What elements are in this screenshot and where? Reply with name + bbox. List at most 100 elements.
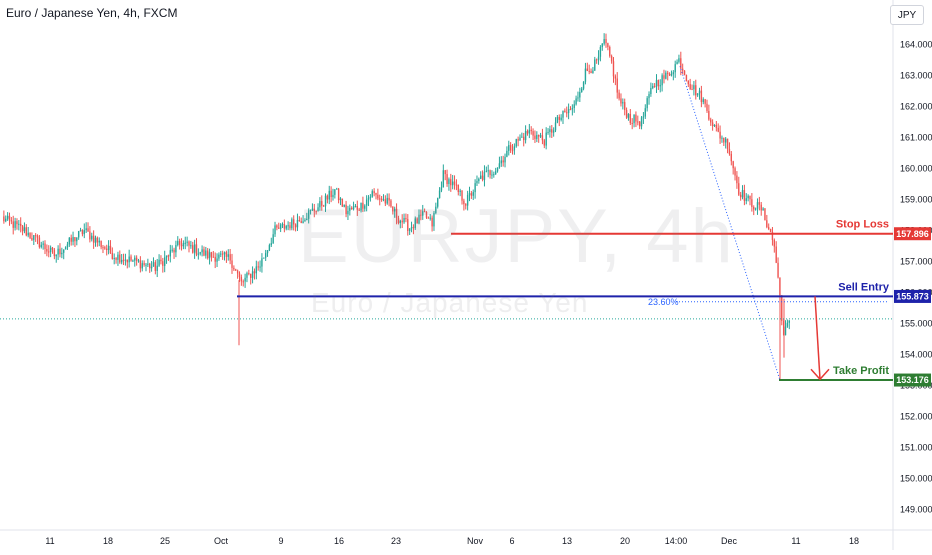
candle-body bbox=[152, 262, 155, 267]
candle-body bbox=[766, 220, 768, 228]
candle-body bbox=[605, 38, 607, 44]
candle-body bbox=[268, 245, 271, 251]
candle bbox=[726, 138, 729, 154]
candle bbox=[674, 60, 676, 78]
candle bbox=[766, 214, 768, 229]
candle bbox=[483, 165, 486, 187]
candle-body bbox=[461, 190, 463, 201]
candle-body bbox=[579, 92, 581, 98]
candle bbox=[509, 142, 512, 153]
candle-body bbox=[494, 171, 497, 175]
candle-body bbox=[72, 237, 74, 242]
candle-body bbox=[126, 259, 128, 263]
candle bbox=[685, 74, 688, 82]
candle bbox=[113, 253, 115, 265]
candle-body bbox=[250, 273, 252, 278]
candle-body bbox=[463, 200, 465, 205]
candle bbox=[640, 116, 643, 130]
candle-body bbox=[534, 135, 536, 139]
candle bbox=[291, 217, 293, 231]
candle-body bbox=[708, 110, 710, 120]
candle bbox=[109, 240, 112, 254]
candle-body bbox=[31, 238, 33, 240]
candle-body bbox=[433, 212, 435, 227]
candle-body bbox=[238, 273, 241, 278]
candle bbox=[581, 86, 583, 93]
candle bbox=[220, 250, 222, 258]
candle-body bbox=[70, 237, 72, 242]
candle-body bbox=[134, 257, 136, 261]
time-tick-label: 11 bbox=[45, 536, 54, 546]
candle bbox=[347, 205, 349, 221]
candle-body bbox=[309, 209, 312, 211]
candle-body bbox=[784, 326, 787, 336]
candle-body bbox=[577, 97, 579, 99]
candle-body bbox=[504, 156, 506, 163]
candle bbox=[386, 193, 388, 205]
candle bbox=[53, 247, 56, 260]
price-tick-label: 151.000 bbox=[900, 443, 932, 453]
candle-body bbox=[205, 250, 207, 256]
candle-body bbox=[122, 259, 125, 261]
candle bbox=[569, 106, 572, 111]
candle bbox=[523, 132, 525, 147]
price-axis[interactable]: 149.000150.000151.000152.000153.000154.0… bbox=[900, 40, 932, 515]
candle bbox=[85, 222, 87, 233]
candle-body bbox=[29, 232, 31, 239]
candle bbox=[773, 238, 776, 253]
candle-body bbox=[298, 220, 301, 222]
candle bbox=[610, 54, 613, 64]
candle bbox=[704, 98, 706, 108]
candle bbox=[72, 231, 74, 246]
candle bbox=[332, 188, 334, 201]
currency-button[interactable]: JPY bbox=[890, 5, 924, 25]
candle bbox=[528, 123, 531, 139]
candle bbox=[437, 197, 439, 209]
candle-body bbox=[667, 72, 669, 74]
badge-bg bbox=[894, 289, 931, 303]
candle-body bbox=[8, 215, 11, 221]
candle bbox=[175, 240, 177, 258]
candle-body bbox=[313, 208, 315, 212]
candle bbox=[87, 222, 89, 232]
candle-body bbox=[476, 181, 478, 184]
candle bbox=[637, 115, 639, 126]
candle bbox=[547, 128, 549, 135]
time-axis[interactable]: 11 18 25 Oct 9 16 23 Nov 6 13 20 14:00 Dec 11 18 bbox=[45, 536, 859, 546]
candle bbox=[549, 125, 551, 138]
candle-body bbox=[10, 220, 13, 222]
candle-body bbox=[442, 170, 445, 188]
candle-body bbox=[321, 201, 323, 206]
candle bbox=[754, 207, 757, 211]
candle-body bbox=[633, 114, 635, 124]
candle-body bbox=[261, 258, 263, 267]
candle bbox=[609, 45, 611, 58]
candle-body bbox=[528, 129, 531, 134]
candle bbox=[747, 194, 749, 202]
candle-body bbox=[480, 175, 482, 179]
candle bbox=[635, 111, 637, 128]
candle-body bbox=[564, 110, 566, 113]
candle bbox=[160, 255, 162, 265]
candle-body bbox=[177, 241, 179, 246]
candle bbox=[539, 132, 542, 138]
candle bbox=[605, 33, 607, 48]
candle bbox=[395, 203, 398, 225]
candle bbox=[152, 257, 155, 267]
candle-body bbox=[304, 220, 306, 222]
candle-body bbox=[149, 263, 151, 269]
candle bbox=[687, 80, 689, 87]
candle-body bbox=[289, 225, 291, 229]
candle bbox=[758, 196, 761, 211]
candle bbox=[388, 193, 390, 207]
candle bbox=[595, 58, 598, 64]
candle bbox=[545, 127, 547, 150]
candle bbox=[446, 169, 448, 187]
candle bbox=[594, 56, 596, 71]
candle-body bbox=[526, 131, 529, 134]
candle bbox=[667, 70, 669, 81]
candle bbox=[408, 228, 411, 235]
candle-body bbox=[773, 239, 776, 247]
